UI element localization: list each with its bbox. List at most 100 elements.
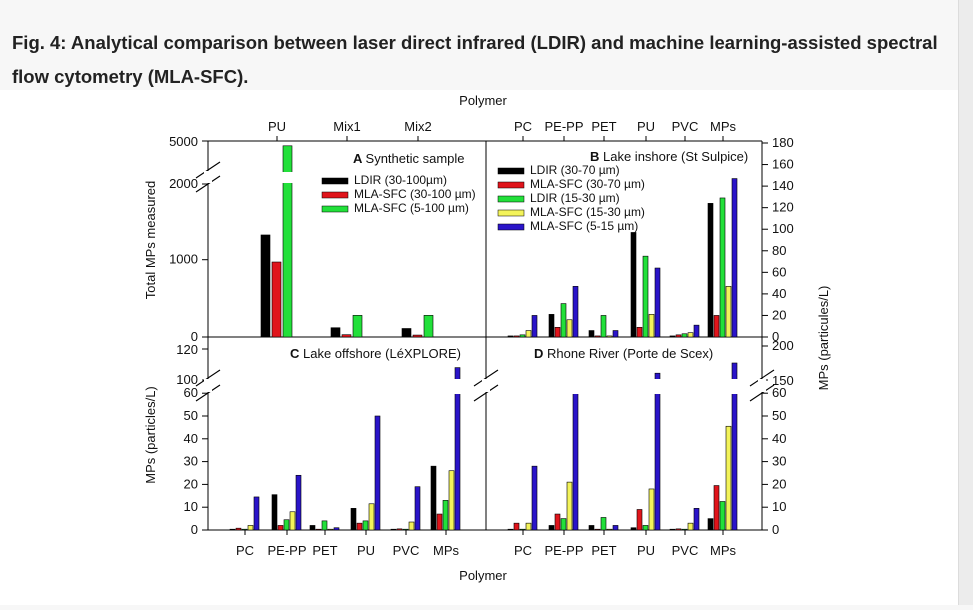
- bar-a-0-1: [330, 327, 341, 338]
- ytick-b-7: 140: [772, 178, 794, 193]
- vertical-scrollbar[interactable]: [958, 0, 973, 605]
- ylabel-a: Total MPs measured: [143, 181, 158, 300]
- bar-b-0-5: [707, 203, 714, 338]
- break-gap: [282, 172, 293, 183]
- xlabel-bottom: Polymer: [459, 568, 507, 583]
- bar-b-2-5: [719, 197, 726, 338]
- ytick-d-0: 0: [772, 522, 779, 537]
- bar-a-0-0: [260, 234, 271, 338]
- bar-d-1-2: [594, 528, 601, 531]
- bar-c-1-0: [235, 527, 242, 531]
- axis-break-mark: [749, 369, 775, 387]
- xtick-label-d-3: PU: [637, 543, 655, 558]
- legend-swatch-b-4: [497, 223, 525, 231]
- legend-swatch-b-1: [497, 181, 525, 189]
- ytick-d-20: 20: [772, 476, 786, 491]
- bar-a-1-2: [412, 334, 423, 338]
- break-gap: [572, 379, 579, 394]
- bar-c-2-3: [362, 520, 369, 531]
- top-axis-label: Polymer: [459, 93, 507, 108]
- bar-b-0-3: [630, 232, 637, 338]
- bar-b-4-1: [572, 286, 579, 338]
- ytick-b-2: 40: [772, 286, 786, 301]
- ytick-d-200: 200: [772, 338, 794, 353]
- bar-d-2-1: [560, 518, 567, 531]
- bar-d-3-5: [725, 425, 732, 531]
- bar-d-0-0: [507, 528, 514, 531]
- ytick-c-50: 50: [184, 408, 198, 423]
- break-gap: [654, 379, 661, 394]
- bar-b-2-2: [600, 315, 607, 338]
- bar-b-4-5: [731, 178, 738, 338]
- bar-b-0-0: [507, 335, 514, 338]
- panel-title-d: D Rhone River (Porte de Scex): [534, 346, 713, 361]
- bar-c-4-4: [414, 486, 421, 531]
- figure-panel: 0 1000 2000 5000 PU Mix1 Mix2 Polymer Total MPs …: [0, 90, 958, 605]
- bar-b-1-4: [675, 334, 682, 338]
- bar-c-4-1: [295, 474, 302, 531]
- ytick-b-0: 0: [772, 329, 779, 344]
- xtick-label-b-4: PVC: [672, 119, 699, 134]
- bar-c-2-5: [442, 500, 449, 531]
- xtick-label-d-0: PC: [514, 543, 532, 558]
- bar-d-2-2: [600, 517, 607, 531]
- bar-d-2-4: [681, 528, 688, 531]
- bar-b-1-3: [636, 326, 643, 338]
- bar-d-0-1: [548, 525, 555, 531]
- ylabel-right: MPs (particules/L): [816, 286, 831, 391]
- ytick-c-40: 40: [184, 431, 198, 446]
- bar-d-4-0: [531, 465, 538, 531]
- bar-d-2-0: [519, 528, 526, 531]
- bar-d-3-4: [687, 522, 694, 531]
- ytick-b-8: 160: [772, 157, 794, 172]
- ytick-a-2000: 2000: [169, 176, 198, 191]
- bar-b-1-2: [594, 335, 601, 338]
- ytick-c-120: 120: [176, 342, 198, 357]
- ytick-b-6: 120: [772, 200, 794, 215]
- bar-b-2-4: [681, 333, 688, 338]
- figure-caption: Fig. 4: Analytical comparison between la…: [12, 32, 938, 87]
- bar-a-1-0: [271, 261, 282, 338]
- bar-d-4-3: [654, 372, 661, 531]
- xtick-label-d-1: PE-PP: [544, 543, 583, 558]
- bar-c-4-5: [454, 367, 461, 531]
- xtick-label-a-1: Mix1: [333, 119, 360, 134]
- bar-b-2-3: [642, 255, 649, 338]
- ytick-c-100: 100: [176, 372, 198, 387]
- bar-d-3-2: [606, 528, 613, 531]
- bar-a-2-0: [282, 145, 293, 338]
- bar-b-3-1: [566, 319, 573, 338]
- legend-swatch-b-3: [497, 209, 525, 217]
- bar-d-2-3: [642, 525, 649, 531]
- ytick-d-150: 150: [772, 373, 794, 388]
- ytick-a-0: 0: [191, 329, 198, 344]
- xtick-label-c-0: PC: [236, 543, 254, 558]
- ytick-c-30: 30: [184, 454, 198, 469]
- legend-label-b-4: MLA-SFC (5-15 µm): [530, 219, 638, 233]
- bar-c-0-0: [229, 528, 236, 531]
- xtick-label-b-5: MPs: [710, 119, 737, 134]
- ytick-a-5000: 5000: [169, 134, 198, 149]
- ytick-b-5: 100: [772, 221, 794, 236]
- ylabel-c: MPs (particles/L): [143, 386, 158, 484]
- xtick-label-a-2: Mix2: [404, 119, 431, 134]
- bar-c-3-5: [448, 470, 455, 531]
- bar-b-4-0: [531, 315, 538, 338]
- axis-break-gap: [204, 171, 212, 183]
- axis-break-mark: [473, 384, 499, 402]
- bar-b-4-2: [612, 330, 619, 338]
- bar-b-3-5: [725, 286, 732, 338]
- bar-d-2-5: [719, 501, 726, 531]
- bar-d-0-4: [669, 528, 676, 531]
- bar-d-0-5: [707, 518, 714, 531]
- bar-d-4-2: [612, 525, 619, 531]
- legend-swatch-a-1: [321, 191, 349, 199]
- xtick-label-d-5: MPs: [710, 543, 737, 558]
- break-gap: [731, 379, 738, 394]
- bar-c-3-0: [247, 525, 254, 531]
- axis-break-mark: [473, 369, 499, 387]
- bar-d-1-3: [636, 509, 643, 531]
- bar-b-4-3: [654, 267, 661, 338]
- bar-a-2-2: [423, 315, 434, 338]
- ytick-d-40: 40: [772, 431, 786, 446]
